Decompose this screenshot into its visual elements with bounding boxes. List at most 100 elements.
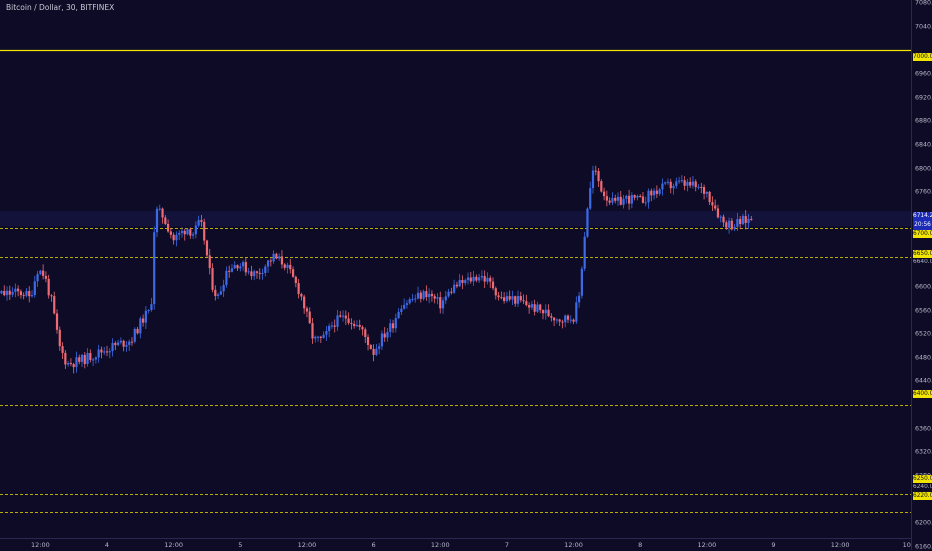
candle-body-190 bbox=[500, 297, 503, 299]
candle-body-43 bbox=[92, 359, 95, 361]
candle-body-140 bbox=[361, 326, 364, 330]
candle-body-271 bbox=[725, 222, 728, 228]
candle-body-147 bbox=[380, 333, 384, 347]
candle-body-35 bbox=[69, 363, 72, 365]
price-tick-label: 6960.0 bbox=[915, 70, 932, 78]
candle-body-125 bbox=[319, 336, 322, 338]
candle-body-153 bbox=[397, 311, 400, 319]
candle-body-155 bbox=[403, 304, 406, 309]
price-tick-label: 6320.0 bbox=[915, 448, 932, 456]
candle-body-259 bbox=[691, 181, 695, 186]
candle-body-26 bbox=[44, 275, 48, 279]
candle-body-174 bbox=[455, 284, 459, 287]
candle-body-170 bbox=[444, 296, 447, 301]
candle-body-229 bbox=[608, 200, 611, 203]
candle-body-99 bbox=[247, 271, 250, 273]
candle-body-258 bbox=[689, 181, 692, 186]
candle-body-252 bbox=[672, 185, 675, 189]
price-axis-border bbox=[911, 0, 912, 550]
candle-body-111 bbox=[280, 256, 284, 265]
candle-body-221 bbox=[586, 208, 589, 237]
candle-body-103 bbox=[258, 272, 261, 274]
candle-body-186 bbox=[489, 277, 492, 282]
candle-body-279 bbox=[747, 218, 750, 223]
candle-body-51 bbox=[114, 342, 117, 346]
candle-body-195 bbox=[514, 296, 517, 304]
candle-body-181 bbox=[475, 276, 478, 281]
candle-body-96 bbox=[239, 266, 242, 269]
time-axis-border bbox=[0, 538, 911, 539]
candle-body-212 bbox=[561, 321, 564, 323]
candle-body-136 bbox=[350, 322, 353, 324]
candle-body-164 bbox=[428, 293, 431, 298]
candle-body-156 bbox=[405, 303, 409, 305]
candle-body-188 bbox=[494, 288, 497, 296]
time-tick-label: 5 bbox=[238, 541, 243, 549]
candle-body-158 bbox=[411, 299, 414, 301]
candle-body-39 bbox=[80, 354, 84, 362]
candle-body-128 bbox=[328, 325, 331, 332]
candle-body-127 bbox=[325, 331, 328, 335]
candle-body-208 bbox=[550, 316, 553, 318]
candle-body-122 bbox=[311, 323, 314, 339]
candle-body-274 bbox=[733, 226, 736, 230]
candle-body-106 bbox=[266, 260, 270, 267]
candle-body-20 bbox=[28, 291, 31, 297]
candle-body-132 bbox=[339, 315, 342, 317]
candle-body-178 bbox=[466, 277, 470, 281]
candle-body-149 bbox=[386, 332, 389, 338]
partial-tick-6640: 6640.0 bbox=[913, 259, 932, 265]
candle-body-108 bbox=[272, 253, 275, 262]
candle-body-56 bbox=[128, 341, 131, 345]
candle-body-217 bbox=[575, 302, 578, 322]
time-tick-label: 7 bbox=[504, 541, 509, 549]
candle-body-41 bbox=[86, 353, 89, 365]
time-tick-label: 6 bbox=[371, 541, 376, 549]
candle-body-100 bbox=[250, 271, 253, 277]
candle-body-180 bbox=[472, 276, 475, 282]
time-tick-label: 4 bbox=[104, 541, 110, 549]
candle-body-59 bbox=[136, 328, 139, 334]
candle-body-183 bbox=[480, 275, 484, 278]
candle-body-54 bbox=[122, 340, 125, 347]
candle-body-30 bbox=[55, 313, 59, 330]
candle-body-145 bbox=[375, 348, 378, 355]
candle-body-105 bbox=[264, 266, 267, 273]
candle-body-86 bbox=[211, 268, 214, 290]
time-tick-label: 12:00 bbox=[430, 541, 450, 549]
candle-body-179 bbox=[469, 277, 472, 282]
candle-body-24 bbox=[39, 270, 42, 275]
price-tick-label: 7080.0 bbox=[915, 0, 932, 7]
candle-body-50 bbox=[111, 342, 114, 352]
time-tick-label: 10 bbox=[902, 541, 911, 549]
candle-body-194 bbox=[511, 296, 514, 300]
candle-body-133 bbox=[341, 315, 345, 317]
candle-body-223 bbox=[591, 170, 595, 189]
candle-body-220 bbox=[583, 236, 586, 269]
candle-body-262 bbox=[700, 186, 703, 188]
candle-body-203 bbox=[536, 304, 539, 312]
candle-body-163 bbox=[425, 291, 428, 298]
candle-body-18 bbox=[22, 295, 25, 297]
candle-body-244 bbox=[650, 190, 653, 196]
candle-body-28 bbox=[50, 295, 53, 297]
candle-body-227 bbox=[602, 191, 606, 197]
price-tick-label: 6200.0 bbox=[915, 519, 932, 527]
candle-body-58 bbox=[133, 328, 136, 342]
level-label-6400: 6400.0 bbox=[913, 390, 932, 398]
candle-body-224 bbox=[594, 170, 597, 172]
candle-body-230 bbox=[611, 197, 614, 203]
candle-body-189 bbox=[497, 295, 500, 298]
candle-body-264 bbox=[705, 191, 708, 194]
candle-body-250 bbox=[666, 181, 670, 183]
candle-body-121 bbox=[308, 311, 311, 324]
candle-body-185 bbox=[486, 277, 489, 282]
candle-body-102 bbox=[255, 271, 259, 273]
price-tick-label: 6480.0 bbox=[915, 354, 932, 362]
candle-body-15 bbox=[14, 288, 17, 292]
candle-body-88 bbox=[216, 294, 220, 296]
candle-body-129 bbox=[330, 325, 334, 327]
level-label-6250: 6250.0 bbox=[913, 475, 932, 483]
